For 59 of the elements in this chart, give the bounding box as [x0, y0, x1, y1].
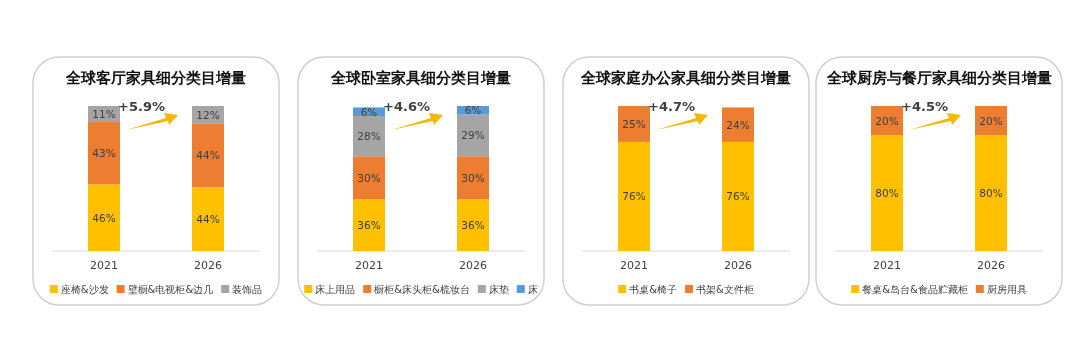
- data-label: 46%: [92, 211, 116, 224]
- data-label: 11%: [92, 107, 116, 120]
- chart-title: 全球厨房与餐厅家具细分类目增量: [825, 69, 1052, 87]
- annotation: +4.5%: [901, 99, 948, 114]
- data-label: 30%: [357, 171, 381, 184]
- data-label: 12%: [196, 108, 220, 121]
- bar: [192, 187, 224, 251]
- data-label: 76%: [726, 190, 750, 203]
- bar: [457, 156, 489, 200]
- data-label: 43%: [92, 147, 116, 160]
- legend-label: 装饰品: [232, 284, 263, 295]
- bar: [353, 199, 385, 251]
- x-tick-label: 2021: [90, 259, 118, 272]
- bar: [192, 123, 224, 188]
- data-label: 6%: [360, 105, 378, 118]
- chart-title: 全球家庭办公家具细分类目增量: [580, 69, 791, 87]
- annotation: +4.6%: [383, 99, 430, 114]
- x-tick-label: 2026: [724, 259, 752, 272]
- legend-label: 床: [527, 284, 538, 295]
- data-label: 20%: [875, 114, 899, 127]
- x-tick-label: 2021: [355, 259, 383, 272]
- x-tick-label: 2026: [977, 259, 1005, 272]
- bar: [88, 184, 120, 251]
- data-label: 44%: [196, 213, 220, 226]
- annotation: +5.9%: [118, 99, 165, 114]
- legend-label: 床上用品: [315, 284, 356, 295]
- bar: [457, 114, 489, 157]
- data-label: 76%: [622, 190, 646, 203]
- data-label: 80%: [979, 187, 1003, 199]
- data-label: 44%: [196, 149, 220, 162]
- data-label: 25%: [622, 117, 646, 130]
- bar: [457, 199, 489, 251]
- x-tick-label: 2021: [620, 259, 648, 272]
- data-label: 20%: [979, 114, 1003, 127]
- data-label: 24%: [726, 118, 750, 131]
- bar: [88, 121, 120, 185]
- data-label: 6%: [464, 104, 482, 117]
- annotation: +4.7%: [648, 99, 695, 114]
- data-label: 36%: [357, 219, 381, 232]
- legend-label: 橱柜&床头柜&梳妆台: [374, 284, 470, 295]
- chart-title: 全球客厅家具细分类目增量: [65, 69, 246, 87]
- bar: [353, 116, 385, 157]
- legend-label: 床垫: [488, 284, 509, 295]
- data-label: 29%: [461, 129, 485, 142]
- x-tick-label: 2026: [459, 259, 487, 272]
- data-label: 36%: [461, 219, 485, 232]
- data-label: 80%: [875, 187, 899, 199]
- data-label: 30%: [461, 171, 485, 184]
- legend-label: 厨房用具: [986, 284, 1027, 295]
- data-label: 28%: [357, 130, 381, 143]
- legend-label: 壁橱&电视柜&边几: [127, 284, 214, 295]
- chart-title: 全球卧室家具细分类目增量: [330, 69, 511, 87]
- legend-label: 餐桌&岛台&食品贮藏柜: [862, 284, 968, 295]
- bar: [353, 156, 385, 200]
- legend-label: 书架&文件柜: [696, 284, 754, 295]
- legend-label: 座椅&沙发: [60, 284, 109, 295]
- legend-label: 书桌&椅子: [629, 284, 677, 295]
- x-tick-label: 2021: [873, 259, 901, 272]
- x-tick-label: 2026: [194, 259, 222, 272]
